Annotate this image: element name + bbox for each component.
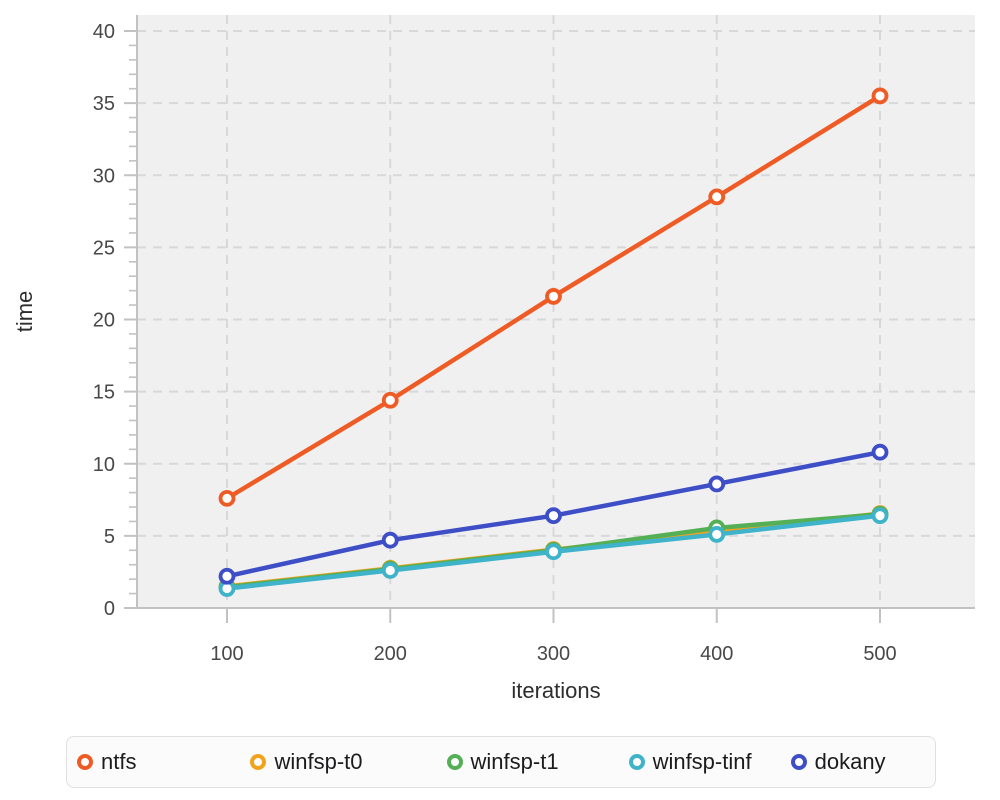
data-point-ntfs — [871, 87, 889, 105]
chart-legend: ntfs winfsp-t0 winfsp-t1 winfsp-tinf dokany — [66, 736, 936, 788]
legend-marker-icon — [790, 754, 807, 770]
data-point-winfsp-tinf — [871, 507, 889, 525]
y-tick-label: 35 — [93, 93, 115, 115]
legend-marker-icon — [628, 754, 645, 770]
line-chart: 0 5 10 15 20 25 30 35 40 100 200 300 400 500 iteration… — [12, 15, 975, 703]
data-point-winfsp-tinf — [545, 543, 562, 561]
legend-label: dokany — [814, 749, 886, 774]
data-point-dokany — [218, 567, 236, 585]
y-tick-label: 25 — [93, 237, 115, 259]
legend-marker-icon — [446, 754, 463, 770]
x-tick-label: 300 — [537, 643, 570, 665]
y-tick-label: 20 — [93, 310, 115, 332]
data-point-ntfs — [381, 391, 399, 409]
y-tick-label: 0 — [104, 598, 115, 620]
data-point-winfsp-tinf — [708, 526, 726, 543]
x-tick-label: 500 — [863, 643, 896, 665]
legend-label: winfsp-t0 — [274, 749, 363, 774]
x-tick-label: 100 — [210, 643, 243, 665]
data-point-dokany — [871, 443, 889, 461]
data-point-dokany — [545, 507, 562, 525]
data-point-dokany — [381, 531, 399, 549]
legend-label: winfsp-t1 — [470, 749, 559, 774]
legend-item-winfsp-t1[interactable]: winfsp-t1 — [446, 749, 559, 774]
legend-label: ntfs — [101, 749, 137, 774]
legend-marker-icon — [77, 754, 93, 770]
y-tick-label: 15 — [93, 382, 115, 404]
legend-marker-icon — [250, 754, 267, 770]
y-tick-label: 40 — [93, 21, 115, 43]
x-axis-title: iterations — [511, 678, 600, 703]
data-point-ntfs — [218, 489, 236, 507]
y-tick-label: 10 — [93, 454, 115, 476]
x-tick-label: 200 — [374, 643, 407, 665]
data-point-ntfs — [545, 288, 562, 305]
legend-item-winfsp-t0[interactable]: winfsp-t0 — [250, 749, 363, 774]
data-point-dokany — [708, 475, 726, 493]
x-tick-label: 400 — [700, 643, 733, 665]
y-axis-title: time — [12, 291, 37, 333]
legend-item-ntfs[interactable]: ntfs — [77, 751, 136, 773]
data-point-winfsp-tinf — [381, 562, 399, 579]
legend-label: winfsp-tinf — [652, 749, 752, 774]
legend-item-winfsp-tinf[interactable]: winfsp-tinf — [628, 749, 752, 774]
y-tick-label: 30 — [93, 165, 115, 187]
legend-item-dokany[interactable]: dokany — [790, 749, 886, 774]
y-tick-label: 5 — [104, 526, 115, 548]
data-point-ntfs — [708, 188, 726, 206]
